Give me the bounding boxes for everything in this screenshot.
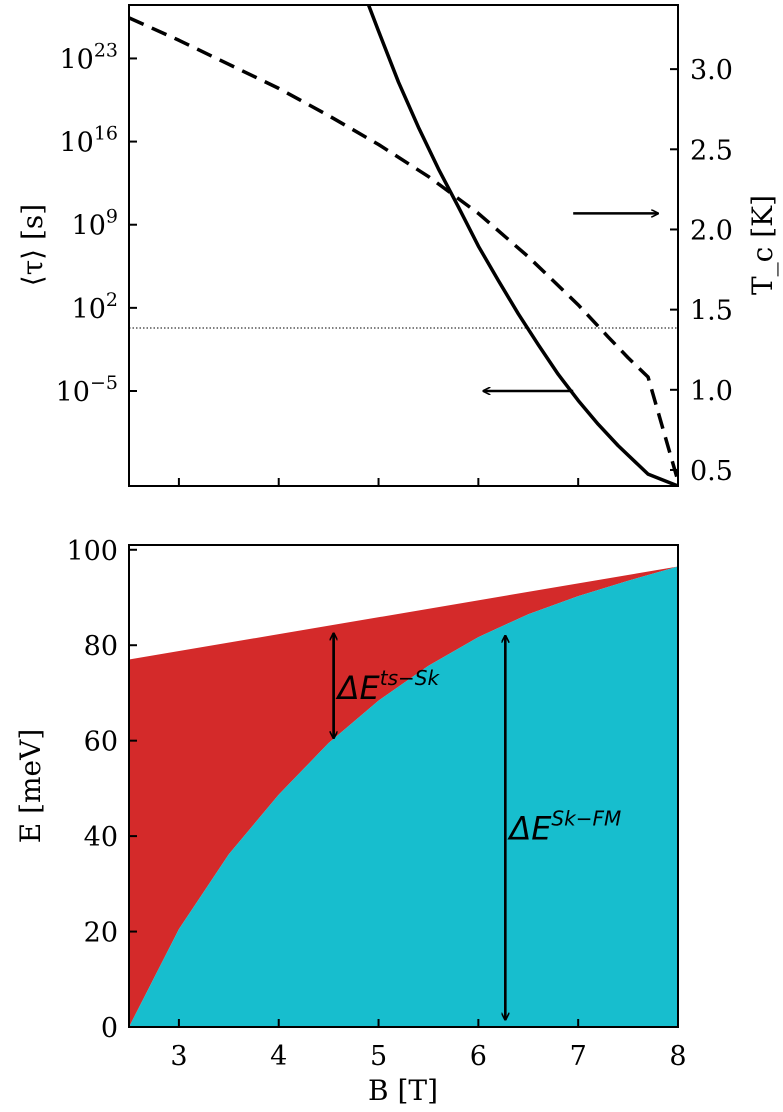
top-left-tick-label: 102 xyxy=(72,289,118,325)
top-axes-frame xyxy=(128,4,679,487)
delta-e-ts-sk-label: ΔEts−Sk xyxy=(335,666,441,707)
bottom-y-tick-label: 0 xyxy=(101,1013,118,1044)
top-panel: 1023 1016 109 102 10−5 3.0 2.5 2.0 1.5 1.0 0.5 ⟨τ⟩… xyxy=(16,4,779,487)
top-right-tick-label: 2.0 xyxy=(690,215,733,246)
top-left-tick-label: 10−5 xyxy=(56,372,118,408)
bottom-annotations: ΔEts−Sk ΔESk−FM xyxy=(334,633,621,1020)
top-right-tick-label: 1.5 xyxy=(690,296,733,327)
top-plot-area xyxy=(129,5,678,486)
top-ticks: 1023 1016 109 102 10−5 3.0 2.5 2.0 1.5 1.0 0.5 xyxy=(56,39,733,487)
bottom-y-tick-label: 20 xyxy=(84,918,118,949)
bottom-y-tick-label: 60 xyxy=(84,727,118,758)
top-arrows xyxy=(483,213,658,391)
top-right-tick-label: 3.0 xyxy=(690,55,733,86)
bottom-x-tick-label: 3 xyxy=(170,1041,187,1072)
bottom-y-tick-label: 80 xyxy=(84,631,118,662)
bottom-y-tick-label: 40 xyxy=(84,822,118,853)
bottom-x-tick-label: 8 xyxy=(669,1041,686,1072)
top-left-axis-label: ⟨τ⟩ [s] xyxy=(16,204,49,286)
top-right-tick-label: 0.5 xyxy=(690,456,733,487)
tc-curve xyxy=(129,16,678,482)
bottom-x-tick-label: 5 xyxy=(370,1041,387,1072)
delta-e-sk-fm-label: ΔESk−FM xyxy=(506,807,621,848)
tau-curve xyxy=(366,5,678,486)
top-right-tick-label: 1.0 xyxy=(690,376,733,407)
sk-fm-area xyxy=(129,566,678,1027)
bottom-axes-frame xyxy=(128,544,679,1028)
top-left-tick-label: 109 xyxy=(72,206,118,242)
bottom-x-tick-label: 4 xyxy=(270,1041,287,1072)
bottom-y-axis-label: E [meV] xyxy=(14,729,47,844)
ts-sk-area xyxy=(129,566,678,1027)
top-left-tick-label: 1023 xyxy=(59,39,118,75)
bottom-plot-area xyxy=(129,566,678,1027)
bottom-x-axis-label: B [T] xyxy=(368,1074,438,1107)
top-right-axis-label: T_c [K] xyxy=(746,195,779,295)
bottom-x-tick-label: 6 xyxy=(470,1041,487,1072)
top-left-tick-label: 1016 xyxy=(59,123,118,159)
bottom-x-tick-label: 7 xyxy=(570,1041,587,1072)
bottom-y-tick-label: 100 xyxy=(66,536,118,567)
top-right-tick-label: 2.5 xyxy=(690,135,733,166)
